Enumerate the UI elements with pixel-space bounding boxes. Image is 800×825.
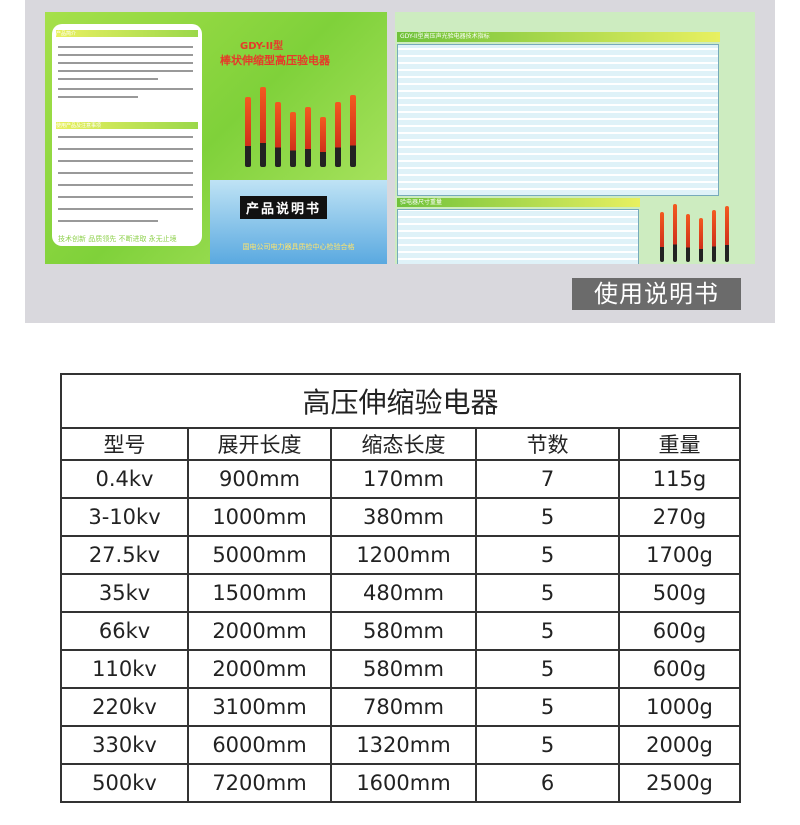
header-retracted-length: 缩态长度: [330, 427, 477, 461]
cell-sections: 5: [475, 573, 620, 613]
cell-sections: 5: [475, 535, 620, 575]
product-sticks-image: [645, 202, 745, 262]
cell-retracted-length: 580mm: [330, 611, 477, 651]
cell-model: 500kv: [60, 763, 189, 803]
cell-sections: 7: [475, 459, 620, 499]
cell-extended-length: 7200mm: [187, 763, 332, 803]
cell-sections: 6: [475, 763, 620, 803]
cell-retracted-length: 1200mm: [330, 535, 477, 575]
cell-retracted-length: 170mm: [330, 459, 477, 499]
cell-weight: 600g: [618, 649, 741, 689]
header-sections: 节数: [475, 427, 620, 461]
cell-retracted-length: 580mm: [330, 649, 477, 689]
product-name: 棒状伸缩型高压验电器: [220, 54, 330, 67]
text-line: [58, 148, 193, 150]
text-line: [58, 208, 193, 210]
spec-heading: GDY-II型高压声光验电器技术指标: [397, 32, 720, 42]
text-line: [58, 136, 193, 138]
table-row: 66kv 2000mm 580mm 5 600g: [60, 611, 741, 651]
cell-model: 110kv: [60, 649, 189, 689]
text-line: [58, 88, 193, 90]
table-header-row: 型号 展开长度 缩态长度 节数 重量: [60, 427, 741, 461]
cell-retracted-length: 780mm: [330, 687, 477, 727]
cell-model: 35kv: [60, 573, 189, 613]
slogan: 技术创新 品质领先 不断进取 永无止境: [58, 235, 177, 243]
cell-extended-length: 1000mm: [187, 497, 332, 537]
intro-card: 产品简介 使用产品及注意事项 技术创新 品质领先 不断进取 永无止境: [52, 24, 202, 246]
model-title: GDY-II型: [240, 41, 284, 52]
cover-blue-panel: [210, 180, 387, 264]
cell-sections: 5: [475, 649, 620, 689]
cell-extended-length: 5000mm: [187, 535, 332, 575]
cell-weight: 115g: [618, 459, 741, 499]
usage-manual-caption: 使用说明书: [572, 278, 741, 310]
text-line: [58, 196, 193, 198]
text-line: [58, 96, 138, 98]
spec-table: 高压伸缩验电器 型号 展开长度 缩态长度 节数 重量 0.4kv 900mm 170…: [60, 373, 741, 803]
cell-model: 220kv: [60, 687, 189, 727]
table-row: 3-10kv 1000mm 380mm 5 270g: [60, 497, 741, 537]
header-extended-length: 展开长度: [187, 427, 332, 461]
cell-retracted-length: 1320mm: [330, 725, 477, 765]
cell-weight: 2000g: [618, 725, 741, 765]
cover-footer: 国电公司电力器具质检中心检验合格: [242, 243, 355, 251]
cell-weight: 1700g: [618, 535, 741, 575]
features-heading: 使用产品及注意事项: [56, 122, 198, 129]
table-row: 35kv 1500mm 480mm 5 500g: [60, 573, 741, 613]
cell-extended-length: 1500mm: [187, 573, 332, 613]
spec-table-image: [397, 44, 719, 196]
text-line: [58, 78, 158, 80]
cell-weight: 1000g: [618, 687, 741, 727]
intro-heading: 产品简介: [56, 30, 198, 37]
cell-extended-length: 2000mm: [187, 649, 332, 689]
cell-extended-length: 2000mm: [187, 611, 332, 651]
text-line: [58, 70, 193, 72]
table-row: 330kv 6000mm 1320mm 5 2000g: [60, 725, 741, 765]
table-row: 220kv 3100mm 780mm 5 1000g: [60, 687, 741, 727]
header-weight: 重量: [618, 427, 741, 461]
cell-model: 27.5kv: [60, 535, 189, 575]
cell-extended-length: 3100mm: [187, 687, 332, 727]
cell-model: 66kv: [60, 611, 189, 651]
cell-retracted-length: 380mm: [330, 497, 477, 537]
text-line: [58, 54, 193, 56]
brochure-specs: GDY-II型高压声光验电器技术指标 验电器尺寸重量: [395, 12, 755, 264]
cell-model: 330kv: [60, 725, 189, 765]
cell-weight: 600g: [618, 611, 741, 651]
text-line: [58, 160, 193, 162]
product-sticks-image: [235, 82, 375, 167]
text-line: [58, 62, 193, 64]
brochure-cover: 产品简介 使用产品及注意事项 技术创新 品质领先 不断进取 永无止境 GDY-I…: [45, 12, 387, 264]
cell-sections: 5: [475, 497, 620, 537]
cell-sections: 5: [475, 687, 620, 727]
cell-retracted-length: 480mm: [330, 573, 477, 613]
table-row: 110kv 2000mm 580mm 5 600g: [60, 649, 741, 689]
cell-retracted-length: 1600mm: [330, 763, 477, 803]
cell-extended-length: 6000mm: [187, 725, 332, 765]
cell-weight: 500g: [618, 573, 741, 613]
cell-model: 0.4kv: [60, 459, 189, 499]
cell-weight: 270g: [618, 497, 741, 537]
text-line: [58, 46, 193, 48]
table-title: 高压伸缩验电器: [60, 373, 741, 429]
cell-sections: 5: [475, 725, 620, 765]
text-line: [58, 220, 158, 222]
table-row: 500kv 7200mm 1600mm 6 2500g: [60, 763, 741, 803]
manual-title: 产品说明书: [240, 196, 328, 219]
header-model: 型号: [60, 427, 189, 461]
cell-sections: 5: [475, 611, 620, 651]
text-line: [58, 184, 193, 186]
text-line: [58, 172, 193, 174]
cell-model: 3-10kv: [60, 497, 189, 537]
cell-weight: 2500g: [618, 763, 741, 803]
table-row: 27.5kv 5000mm 1200mm 5 1700g: [60, 535, 741, 575]
cell-extended-length: 900mm: [187, 459, 332, 499]
size-heading: 验电器尺寸重量: [397, 198, 640, 207]
table-row: 0.4kv 900mm 170mm 7 115g: [60, 459, 741, 499]
size-table-image: [397, 209, 639, 264]
